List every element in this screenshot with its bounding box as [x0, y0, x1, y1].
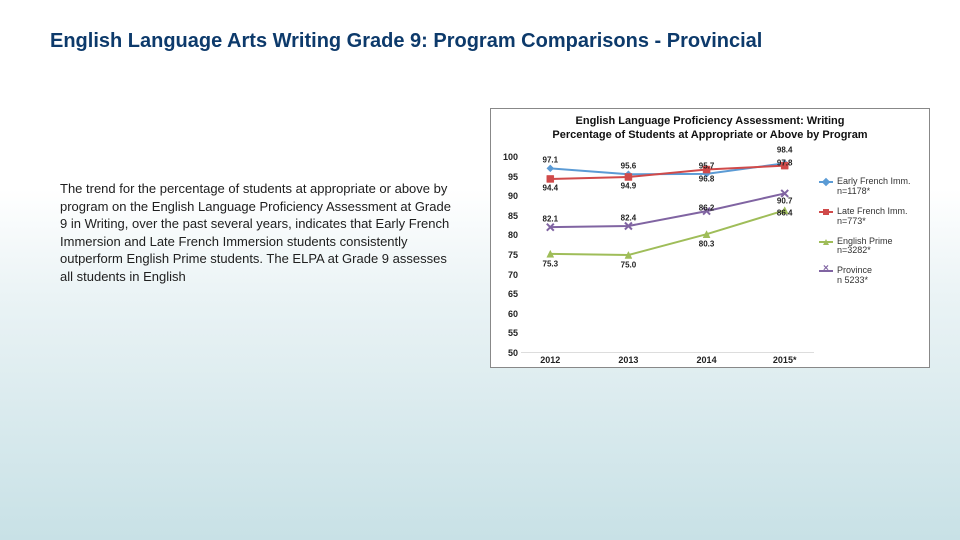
legend-item: × Provincen 5233*	[819, 266, 927, 286]
y-tick-label: 95	[508, 172, 521, 182]
y-tick-label: 60	[508, 309, 521, 319]
data-label: 94.9	[621, 181, 637, 190]
data-label: 95.7	[699, 161, 715, 170]
y-tick-label: 80	[508, 230, 521, 240]
data-label: 75.0	[621, 261, 637, 270]
chart-title-line1: English Language Proficiency Assessment:…	[576, 115, 845, 127]
data-label: 82.1	[543, 215, 559, 224]
y-tick-label: 75	[508, 250, 521, 260]
legend-label: Early French Imm.n=1178*	[837, 177, 911, 197]
y-tick-label: 90	[508, 191, 521, 201]
legend-swatch	[819, 241, 833, 243]
y-tick-label: 50	[508, 348, 521, 358]
y-tick-label: 70	[508, 270, 521, 280]
x-tick-label: 2013	[618, 353, 638, 365]
data-label: 95.6	[621, 162, 637, 171]
y-tick-label: 85	[508, 211, 521, 221]
legend-item: Late French Imm.n=773*	[819, 207, 927, 227]
x-tick-label: 2015*	[773, 353, 797, 365]
x-tick-label: 2014	[697, 353, 717, 365]
chart-title: English Language Proficiency Assessment:…	[491, 115, 929, 143]
data-label: 90.7	[777, 197, 793, 206]
data-label: 97.1	[543, 156, 559, 165]
data-label: 80.3	[699, 240, 715, 249]
legend-item: English Primen=3282*	[819, 237, 927, 257]
chart-title-line2: Percentage of Students at Appropriate or…	[552, 129, 867, 141]
data-label: 86.4	[777, 209, 793, 218]
data-label: 96.8	[699, 174, 715, 183]
data-label: 98.4	[777, 146, 793, 155]
y-tick-label: 55	[508, 328, 521, 338]
chart-container: English Language Proficiency Assessment:…	[490, 108, 930, 368]
slide-body-text: The trend for the percentage of students…	[60, 180, 460, 285]
slide-title: English Language Arts Writing Grade 9: P…	[50, 30, 762, 53]
chart-svg	[521, 157, 814, 353]
data-label: 82.4	[621, 213, 637, 222]
y-tick-label: 100	[503, 152, 521, 162]
data-label: 75.3	[543, 259, 559, 268]
y-tick-label: 65	[508, 289, 521, 299]
x-tick-label: 2012	[540, 353, 560, 365]
data-label: 97.8	[777, 158, 793, 167]
legend-label: Provincen 5233*	[837, 266, 872, 286]
plot-area: 505560657075808590951002012201320142015*…	[521, 157, 814, 353]
legend-item: Early French Imm.n=1178*	[819, 177, 927, 197]
data-label: 94.4	[543, 183, 559, 192]
legend-swatch: ×	[819, 270, 833, 272]
chart-legend: Early French Imm.n=1178* Late French Imm.…	[819, 177, 927, 296]
legend-label: Late French Imm.n=773*	[837, 207, 908, 227]
legend-swatch	[819, 211, 833, 213]
legend-swatch	[819, 181, 833, 183]
legend-label: English Primen=3282*	[837, 237, 893, 257]
data-label: 86.2	[699, 204, 715, 213]
